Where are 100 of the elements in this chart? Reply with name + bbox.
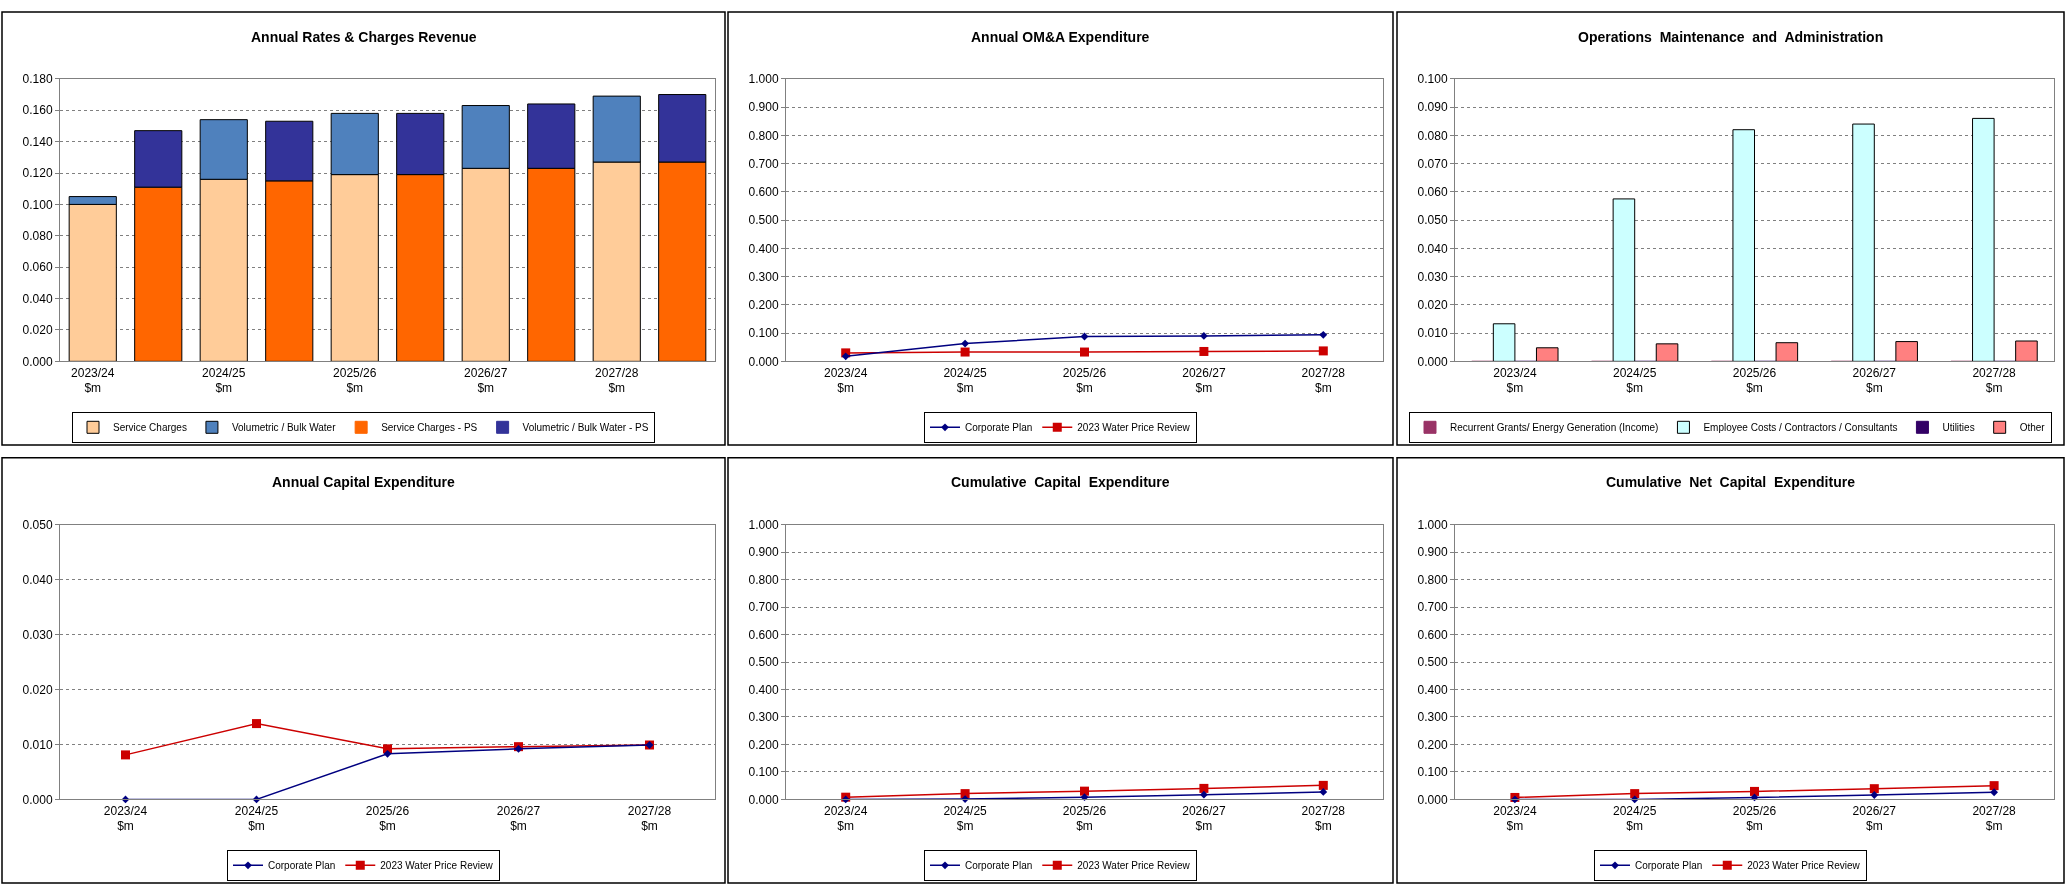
y-tick-label: 0.000 xyxy=(1417,354,1448,369)
y-tick-label: 0.700 xyxy=(748,600,779,615)
x-tick-label: 2026/27 $m xyxy=(1852,365,1897,396)
y-tick-label: 0.060 xyxy=(22,260,53,275)
y-tick-label: 0.120 xyxy=(22,166,53,181)
x-tick-label: 2027/28 $m xyxy=(1301,365,1346,396)
x-tick-label: 2024/25 $m xyxy=(202,365,246,396)
x-tick-label: 2024/25 $m xyxy=(1613,365,1657,396)
x-tick-label: 2026/27 $m xyxy=(1182,365,1226,396)
y-tick-label: 0.030 xyxy=(22,627,53,642)
x-tick-label: 2023/24 $m xyxy=(1493,803,1537,834)
y-tick-label: 0.180 xyxy=(22,72,53,87)
y-tick-label: 0.080 xyxy=(1417,128,1448,143)
y-tick-label: 1.000 xyxy=(748,517,779,532)
y-tick-label: 0.600 xyxy=(1417,627,1448,642)
x-tick-label: 2025/26 $m xyxy=(1732,803,1777,834)
y-tick-label: 0.020 xyxy=(22,682,53,697)
x-tick-label: 2027/28 $m xyxy=(595,365,639,396)
legend-label: Service Charges - PS xyxy=(381,422,478,434)
y-tick-label: 0.200 xyxy=(748,298,779,313)
chart-title: Cumulative Capital Expenditure xyxy=(951,474,1170,490)
y-tick-label: 0.800 xyxy=(748,128,779,143)
chart-title: Annual Rates & Charges Revenue xyxy=(251,29,477,45)
x-tick-label: 2024/25 $m xyxy=(943,365,988,396)
y-tick-label: 0.800 xyxy=(748,572,779,587)
x-tick-label: 2024/25 $m xyxy=(234,803,279,834)
x-tick-label: 2023/24 $m xyxy=(103,803,148,834)
y-tick-label: 0.040 xyxy=(22,291,53,306)
y-tick-label: 0.140 xyxy=(22,134,53,149)
y-tick-label: 0.600 xyxy=(748,627,779,642)
chart-title: Operations Maintenance and Administration xyxy=(1578,29,1884,45)
y-tick-label: 1.000 xyxy=(748,72,779,87)
y-tick-label: 1.000 xyxy=(1417,517,1448,532)
chart-title: Annual OM&A Expenditure xyxy=(971,29,1150,45)
x-tick-label: 2026/27 $m xyxy=(1852,803,1897,834)
legend-label: Service Charges xyxy=(113,422,187,434)
x-tick-label: 2027/28 $m xyxy=(1301,803,1346,834)
y-tick-label: 0.100 xyxy=(748,765,779,780)
y-tick-label: 0.900 xyxy=(748,100,779,115)
y-tick-label: 0.000 xyxy=(748,354,779,369)
y-tick-label: 0.090 xyxy=(1417,100,1448,115)
x-tick-label: 2023/24 $m xyxy=(824,803,868,834)
x-tick-label: 2024/25 $m xyxy=(943,803,988,834)
legend-label: 2023 Water Price Review xyxy=(1747,860,1861,872)
y-tick-label: 0.300 xyxy=(748,710,779,725)
x-tick-label: 2027/28 $m xyxy=(1972,803,2017,834)
legend-label: Other xyxy=(2019,422,2046,434)
y-tick-label: 0.000 xyxy=(22,354,53,369)
y-tick-label: 0.200 xyxy=(748,737,779,752)
y-tick-label: 0.200 xyxy=(1417,737,1448,752)
x-tick-label: 2026/27 $m xyxy=(464,365,508,396)
y-tick-label: 0.400 xyxy=(1417,682,1448,697)
legend-label: Employee Costs / Contractors / Consultants xyxy=(1703,422,1898,434)
y-tick-label: 0.060 xyxy=(1417,185,1448,200)
x-tick-label: 2027/28 $m xyxy=(627,803,672,834)
legend-label: Volumetric / Bulk Water xyxy=(231,422,337,434)
chart-title: Cumulative Net Capital Expenditure xyxy=(1606,474,1856,490)
x-tick-label: 2025/26 $m xyxy=(365,803,410,834)
x-tick-label: 2023/24 $m xyxy=(71,365,115,396)
y-tick-label: 0.040 xyxy=(22,572,53,587)
x-tick-label: 2025/26 $m xyxy=(333,365,377,396)
y-tick-label: 0.100 xyxy=(1417,765,1448,780)
y-tick-label: 0.600 xyxy=(748,185,779,200)
legend-label: Utilities xyxy=(1942,422,1975,434)
y-tick-label: 0.900 xyxy=(1417,545,1448,560)
y-tick-label: 0.800 xyxy=(1417,572,1448,587)
legend-label: 2023 Water Price Review xyxy=(1077,860,1191,872)
legend-label: Recurrent Grants/ Energy Generation (Income) xyxy=(1450,422,1659,434)
legend-label: 2023 Water Price Review xyxy=(1077,422,1191,434)
y-tick-label: 0.900 xyxy=(748,545,779,560)
y-tick-label: 0.500 xyxy=(1417,655,1448,670)
y-tick-label: 0.300 xyxy=(1417,710,1448,725)
x-tick-label: 2024/25 $m xyxy=(1613,803,1657,834)
y-tick-label: 0.400 xyxy=(748,241,779,256)
y-tick-label: 0.020 xyxy=(1417,298,1448,313)
y-tick-label: 0.000 xyxy=(22,792,53,807)
legend-label: Corporate Plan xyxy=(965,422,1033,434)
y-tick-label: 0.500 xyxy=(748,213,779,228)
y-tick-label: 0.000 xyxy=(1417,792,1448,807)
legend-label: 2023 Water Price Review xyxy=(380,860,494,872)
legend-label: Corporate Plan xyxy=(268,860,336,872)
y-tick-label: 0.400 xyxy=(748,682,779,697)
y-tick-label: 0.100 xyxy=(1417,72,1448,87)
y-tick-label: 0.160 xyxy=(22,103,53,118)
y-tick-label: 0.700 xyxy=(748,156,779,171)
x-tick-label: 2025/26 $m xyxy=(1732,365,1777,396)
y-tick-label: 0.700 xyxy=(1417,600,1448,615)
y-tick-label: 0.000 xyxy=(748,792,779,807)
x-tick-label: 2023/24 $m xyxy=(1493,365,1537,396)
y-tick-label: 0.100 xyxy=(748,326,779,341)
y-tick-label: 0.010 xyxy=(1417,326,1448,341)
y-tick-label: 0.070 xyxy=(1417,156,1448,171)
x-tick-label: 2026/27 $m xyxy=(1182,803,1226,834)
x-tick-label: 2026/27 $m xyxy=(496,803,541,834)
y-tick-label: 0.040 xyxy=(1417,241,1448,256)
x-tick-label: 2023/24 $m xyxy=(824,365,868,396)
x-tick-label: 2025/26 $m xyxy=(1062,803,1107,834)
y-tick-label: 0.080 xyxy=(22,229,53,243)
chart-title: Annual Capital Expenditure xyxy=(272,474,456,490)
x-tick-label: 2027/28 $m xyxy=(1972,365,2017,396)
